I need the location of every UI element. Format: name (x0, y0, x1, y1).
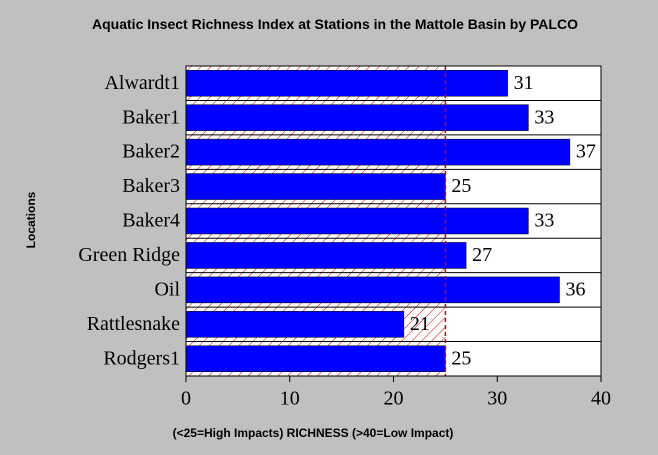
y-tick-label: Rodgers1 (103, 347, 180, 369)
y-axis-label: Locations (24, 191, 38, 248)
y-tick-label: Baker1 (122, 106, 180, 128)
bar (185, 345, 446, 373)
bar (185, 276, 560, 304)
value-label: 21 (410, 313, 430, 335)
bar (185, 69, 508, 97)
value-label: 37 (576, 141, 596, 163)
x-tick-label: 10 (280, 388, 300, 410)
bar (185, 173, 446, 200)
bar (185, 242, 467, 269)
y-tick-label: Baker3 (122, 175, 180, 197)
value-label: 33 (534, 106, 554, 128)
chart-title: Aquatic Insect Richness Index at Station… (92, 16, 578, 32)
y-tick-label: Oil (154, 278, 180, 300)
value-label: 33 (534, 210, 554, 232)
x-tick-label: 0 (181, 388, 191, 410)
value-label: 27 (472, 244, 492, 266)
y-tick-label: Baker4 (122, 210, 180, 232)
y-tick-label: Green Ridge (78, 244, 180, 266)
value-label: 25 (451, 175, 471, 197)
bar (185, 207, 529, 235)
value-label: 36 (566, 278, 586, 300)
bar (185, 138, 571, 166)
bar (185, 311, 405, 338)
x-tick-label: 40 (591, 388, 611, 410)
y-tick-label: Rattlesnake (87, 313, 180, 335)
value-label: 25 (451, 347, 471, 369)
value-label: 31 (514, 72, 534, 94)
x-tick-label: 20 (384, 388, 404, 410)
x-tick-label: 30 (487, 388, 507, 410)
y-tick-label: Baker2 (122, 141, 180, 163)
y-tick-label: Alwardt1 (104, 72, 180, 94)
bar (185, 104, 529, 131)
x-axis-label: (<25=High Impacts) RICHNESS (>40=Low Imp… (173, 426, 454, 440)
